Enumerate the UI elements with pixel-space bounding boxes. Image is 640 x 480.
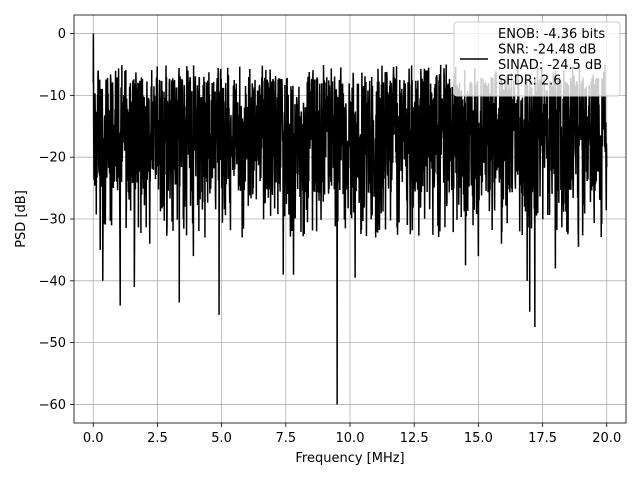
- x-tick-label: 5.0: [211, 431, 232, 446]
- y-tick-label: −50: [39, 336, 66, 351]
- legend: ENOB: -4.36 bits SNR: -24.48 dB SINAD: -24…: [453, 21, 621, 97]
- y-tick-label: −60: [39, 398, 66, 413]
- y-tick-label: 0: [58, 27, 66, 42]
- x-tick-label: 20.0: [592, 431, 621, 446]
- legend-label-line: SINAD: -24.5 dB: [498, 58, 602, 73]
- legend-box: [453, 21, 621, 97]
- y-tick-label: −20: [39, 151, 66, 166]
- x-tick-label: 12.5: [400, 431, 429, 446]
- x-axis-label: Frequency [MHz]: [295, 451, 404, 466]
- y-tick-label: −30: [39, 213, 66, 228]
- x-tick-label: 17.5: [528, 431, 557, 446]
- x-tick-label: 10.0: [336, 431, 365, 446]
- y-axis-ticks: 0 −10 −20 −30 −40 −50 −60: [39, 27, 74, 413]
- x-axis-ticks: 0.0 2.5 5.0 7.5 10.0 12.5 15.0 17.5 20.0: [83, 423, 621, 446]
- psd-series-line: [92, 33, 608, 405]
- legend-label: ENOB: -4.36 bits SNR: -24.48 dB SINAD: -24…: [498, 27, 605, 89]
- y-tick-label: −10: [39, 89, 66, 104]
- x-tick-label: 2.5: [147, 431, 168, 446]
- x-tick-label: 7.5: [275, 431, 296, 446]
- x-tick-label: 0.0: [83, 431, 104, 446]
- y-tick-label: −40: [39, 274, 66, 289]
- y-axis-label: PSD [dB]: [14, 190, 29, 248]
- legend-label-line: SNR: -24.48 dB: [498, 43, 596, 58]
- legend-label-line: ENOB: -4.36 bits: [498, 27, 605, 42]
- series-layer: [92, 33, 608, 405]
- x-tick-label: 15.0: [464, 431, 493, 446]
- legend-label-line: SFDR: 2.6: [498, 74, 562, 89]
